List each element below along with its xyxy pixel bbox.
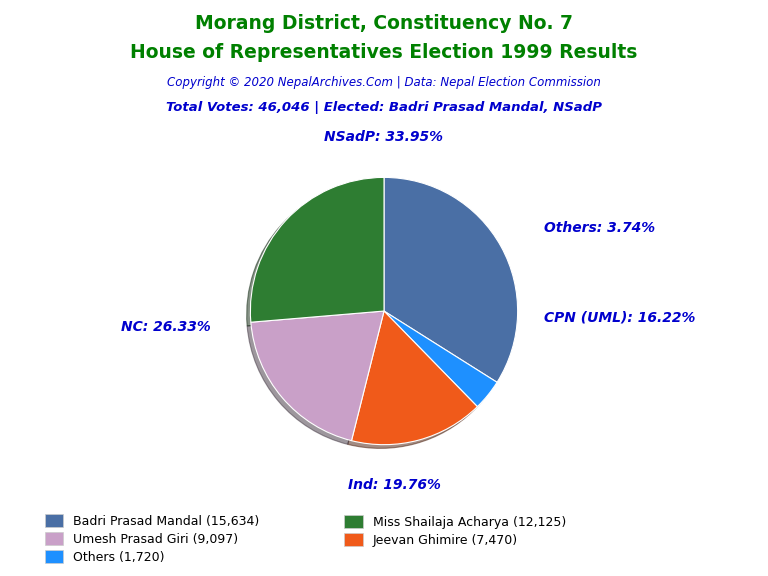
Text: Copyright © 2020 NepalArchives.Com | Data: Nepal Election Commission: Copyright © 2020 NepalArchives.Com | Dat… [167, 76, 601, 89]
Text: CPN (UML): 16.22%: CPN (UML): 16.22% [545, 310, 696, 325]
Wedge shape [384, 311, 497, 407]
Wedge shape [352, 311, 478, 445]
Text: Morang District, Constituency No. 7: Morang District, Constituency No. 7 [195, 14, 573, 33]
Text: Total Votes: 46,046 | Elected: Badri Prasad Mandal, NSadP: Total Votes: 46,046 | Elected: Badri Pra… [166, 101, 602, 114]
Wedge shape [250, 177, 384, 322]
Text: NC: 26.33%: NC: 26.33% [121, 320, 210, 334]
Text: NSadP: 33.95%: NSadP: 33.95% [325, 130, 443, 144]
Text: House of Representatives Election 1999 Results: House of Representatives Election 1999 R… [131, 43, 637, 62]
Wedge shape [384, 177, 518, 382]
Legend: Badri Prasad Mandal (15,634), Umesh Prasad Giri (9,097), Others (1,720): Badri Prasad Mandal (15,634), Umesh Pras… [45, 514, 260, 564]
Legend: Miss Shailaja Acharya (12,125), Jeevan Ghimire (7,470): Miss Shailaja Acharya (12,125), Jeevan G… [344, 515, 566, 547]
Wedge shape [251, 311, 384, 441]
Text: Others: 3.74%: Others: 3.74% [545, 221, 655, 235]
Text: Ind: 19.76%: Ind: 19.76% [348, 478, 441, 492]
